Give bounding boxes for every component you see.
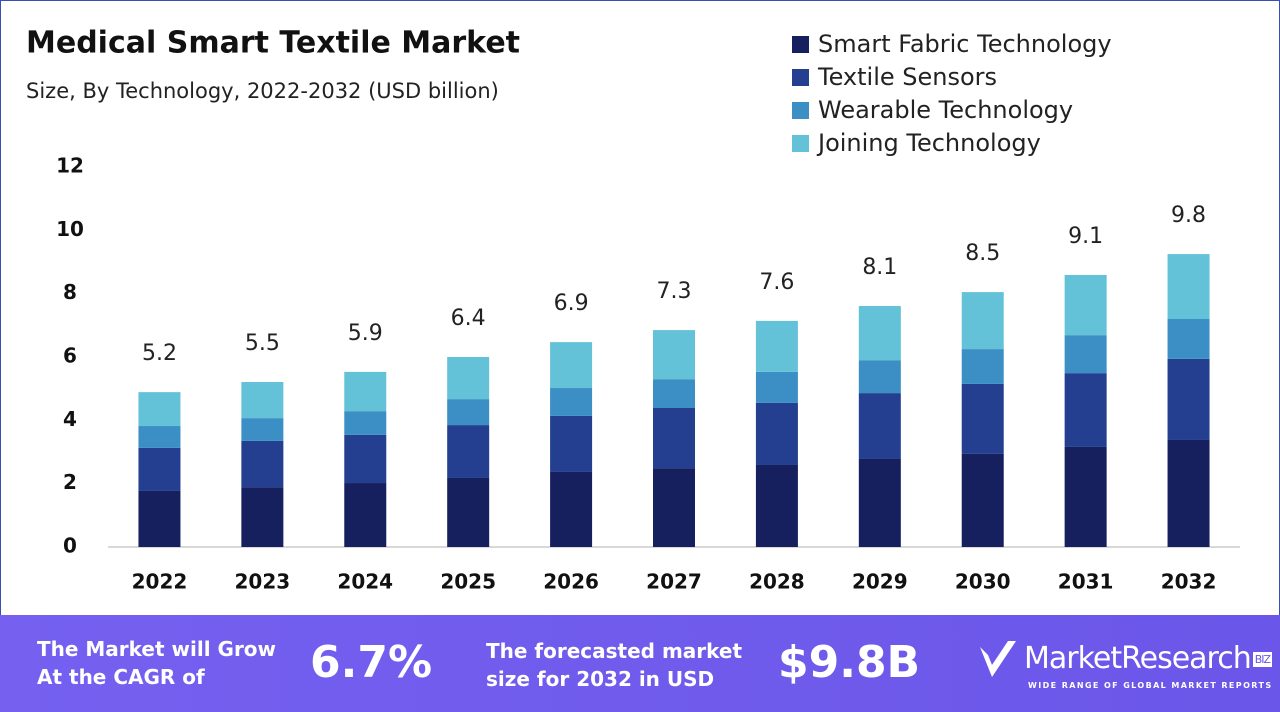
logo-text: MarketResearch <box>1024 641 1252 676</box>
x-tick-label: 2030 <box>955 570 1011 594</box>
bar-segment <box>653 407 695 469</box>
bar-segment <box>1167 439 1210 547</box>
total-label: 9.8 <box>1171 203 1206 228</box>
bar-segment <box>1167 319 1210 359</box>
total-label: 8.1 <box>862 255 897 280</box>
bar-segment <box>961 383 1004 454</box>
bar-segment <box>858 458 901 547</box>
x-tick-label: 2027 <box>646 570 702 594</box>
x-tick-label: 2023 <box>235 570 291 594</box>
y-tick-label: 2 <box>63 470 77 494</box>
bar-segment <box>241 487 284 547</box>
total-label: 6.4 <box>451 306 486 331</box>
legend-swatch <box>792 36 809 53</box>
x-tick-label: 2029 <box>852 570 908 594</box>
bar-segment <box>447 425 490 478</box>
forecast-text: The forecasted market size for 2032 in U… <box>486 637 742 693</box>
total-label: 5.9 <box>348 321 383 346</box>
bar-segment <box>344 483 387 547</box>
bar-segment <box>344 411 387 435</box>
total-label: 9.1 <box>1068 224 1103 249</box>
bar-segment <box>138 490 181 547</box>
bar-segment <box>858 306 901 361</box>
total-label: 8.5 <box>965 241 1000 266</box>
legend-label: Textile Sensors <box>817 63 997 91</box>
x-tick-label: 2026 <box>543 570 599 594</box>
tagline: WIDE RANGE OF GLOBAL MARKET REPORTS <box>1028 681 1273 690</box>
cagr-value: 6.7% <box>310 637 433 688</box>
bar-segment <box>755 464 798 547</box>
logo-icon <box>980 641 1016 677</box>
y-tick-label: 8 <box>63 280 77 304</box>
total-label: 5.5 <box>245 331 280 356</box>
total-label: 6.9 <box>554 291 589 316</box>
bar-segment <box>653 468 695 547</box>
bar-segment <box>961 349 1004 384</box>
bar-segment <box>755 320 798 372</box>
y-tick-label: 10 <box>56 217 84 241</box>
bar-segment <box>447 357 490 400</box>
bar-segment <box>653 330 695 380</box>
bar-segment <box>858 360 901 394</box>
bar-segment <box>550 415 593 472</box>
bar-segment <box>1064 335 1107 374</box>
cagr-text: The Market will Grow At the CAGR of <box>37 635 276 691</box>
logo-suffix: BIZ <box>1252 652 1273 667</box>
x-tick-label: 2028 <box>749 570 805 594</box>
chart-title: Medical Smart Textile Market <box>26 26 520 61</box>
bar-segment <box>550 471 593 547</box>
bar-segment <box>755 371 798 403</box>
logo: MarketResearch BIZ <box>1024 641 1273 676</box>
bar-segment <box>653 379 695 408</box>
x-tick-label: 2024 <box>337 570 393 594</box>
cagr-line: The Market will Grow <box>37 637 277 661</box>
bar-segment <box>550 388 593 416</box>
y-tick-label: 6 <box>63 344 77 368</box>
bar-segment <box>138 447 181 491</box>
x-tick-label: 2025 <box>440 570 496 594</box>
cagr-line: At the CAGR of <box>37 665 205 689</box>
y-tick-label: 4 <box>63 407 77 431</box>
forecast-value: $9.8B <box>778 637 921 688</box>
bar-segment <box>138 426 181 448</box>
bar-segment <box>1064 373 1107 447</box>
footer: The Market will Grow At the CAGR of 6.7%… <box>0 615 1280 712</box>
x-tick-label: 2032 <box>1161 570 1217 594</box>
bar-segment <box>961 453 1004 547</box>
bar-segment <box>858 393 901 459</box>
x-tick-label: 2022 <box>132 570 188 594</box>
bar-segment <box>961 292 1004 350</box>
bar-segment <box>241 382 284 419</box>
forecast-line: size for 2032 in USD <box>486 667 715 691</box>
legend-label: Wearable Technology <box>818 96 1073 124</box>
legend-swatch <box>792 69 809 86</box>
legend-label: Smart Fabric Technology <box>818 30 1112 58</box>
bar-segment <box>447 399 490 426</box>
y-tick-label: 0 <box>63 534 77 558</box>
bar-segment <box>1167 358 1210 440</box>
total-label: 7.6 <box>759 270 794 295</box>
bar-segment <box>344 434 387 484</box>
chart: Medical Smart Textile Market Size, By Te… <box>26 26 1240 594</box>
x-tick-label: 2031 <box>1058 570 1114 594</box>
bar-segment <box>1064 274 1107 336</box>
y-tick-label: 12 <box>56 154 84 178</box>
bar-segment <box>1064 446 1107 547</box>
legend-swatch <box>792 102 809 119</box>
total-label: 5.2 <box>142 341 177 366</box>
bar-segment <box>241 418 284 441</box>
bar-segment <box>344 371 387 412</box>
total-label: 7.3 <box>657 279 692 304</box>
bar-segment <box>138 392 181 427</box>
legend-swatch <box>792 135 809 152</box>
bar-segment <box>755 402 798 465</box>
bar-segment <box>241 440 284 488</box>
forecast-line: The forecasted market <box>486 639 743 663</box>
legend-label: Joining Technology <box>816 129 1041 157</box>
chart-subtitle: Size, By Technology, 2022-2032 (USD bill… <box>26 79 499 103</box>
bar-segment <box>447 477 490 547</box>
bar-segment <box>550 342 593 389</box>
bar-segment <box>1167 254 1210 319</box>
